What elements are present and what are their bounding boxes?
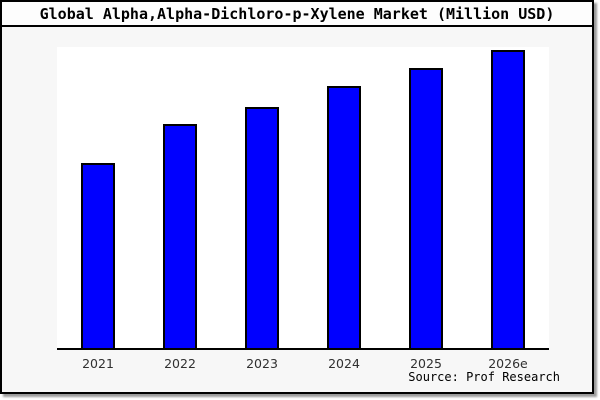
bar-2025 [409, 68, 443, 348]
plot-area [57, 47, 549, 350]
x-axis: 2021 2022 2023 2024 2025 2026e [57, 356, 549, 372]
chart-title: Global Alpha,Alpha-Dichloro-p-Xylene Mar… [39, 4, 555, 23]
bar-2023 [245, 107, 279, 348]
x-tick-label: 2023 [246, 356, 278, 371]
bar-2024 [327, 86, 361, 348]
chart-title-bar: Global Alpha,Alpha-Dichloro-p-Xylene Mar… [2, 2, 592, 27]
x-tick-label: 2021 [82, 356, 114, 371]
x-tick-label: 2026e [488, 356, 528, 371]
bar-2022 [163, 124, 197, 348]
bar-2021 [81, 163, 115, 348]
x-tick-label: 2022 [164, 356, 196, 371]
x-tick-label: 2024 [328, 356, 360, 371]
chart-frame: Global Alpha,Alpha-Dichloro-p-Xylene Mar… [0, 0, 594, 394]
x-tick-label: 2025 [410, 356, 442, 371]
bar-2026e [491, 50, 525, 348]
source-note: Source: Prof Research [408, 370, 560, 384]
